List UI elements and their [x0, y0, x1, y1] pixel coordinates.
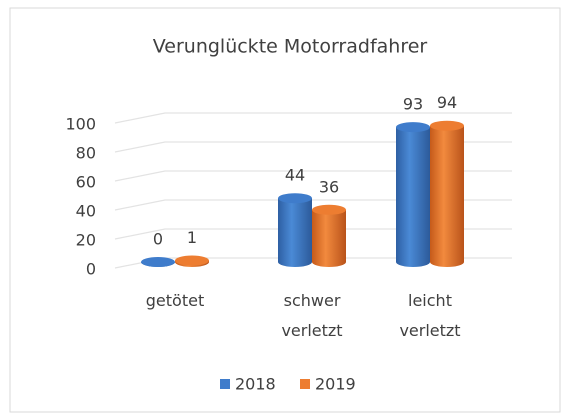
bar: [396, 127, 430, 268]
data-label: 94: [437, 93, 457, 112]
bar-top: [430, 120, 464, 131]
legend-swatch: [220, 379, 230, 389]
bar-top: [278, 193, 312, 204]
x-tick-label: leicht verletzt: [399, 291, 461, 340]
y-tick-label: 40: [76, 202, 96, 221]
y-tick-label: 20: [76, 231, 96, 250]
y-tick-label: 60: [76, 173, 96, 192]
bar-top: [312, 204, 346, 215]
bar-top: [396, 122, 430, 133]
data-label: 1: [187, 228, 197, 247]
y-tick-label: 0: [86, 260, 96, 279]
legend-swatch: [300, 379, 310, 389]
chart-title: Verunglückte Motorradfahrer: [153, 36, 428, 58]
data-label: 36: [319, 177, 339, 196]
bar-top: [141, 257, 175, 267]
bar: [430, 125, 464, 267]
data-label: 93: [403, 95, 423, 114]
data-label: 44: [285, 166, 305, 185]
bar: [312, 209, 346, 267]
x-tick-label: schwer verletzt: [281, 291, 343, 340]
bar: [278, 198, 312, 267]
grid-line: [114, 112, 512, 124]
legend-label: 2019: [315, 375, 356, 394]
x-tick-label: getötet: [145, 291, 205, 310]
data-label: 0: [153, 230, 163, 249]
legend-label: 2018: [235, 375, 276, 394]
y-tick-label: 100: [65, 115, 96, 134]
bar-top: [175, 255, 209, 266]
y-tick-label: 80: [76, 144, 96, 163]
